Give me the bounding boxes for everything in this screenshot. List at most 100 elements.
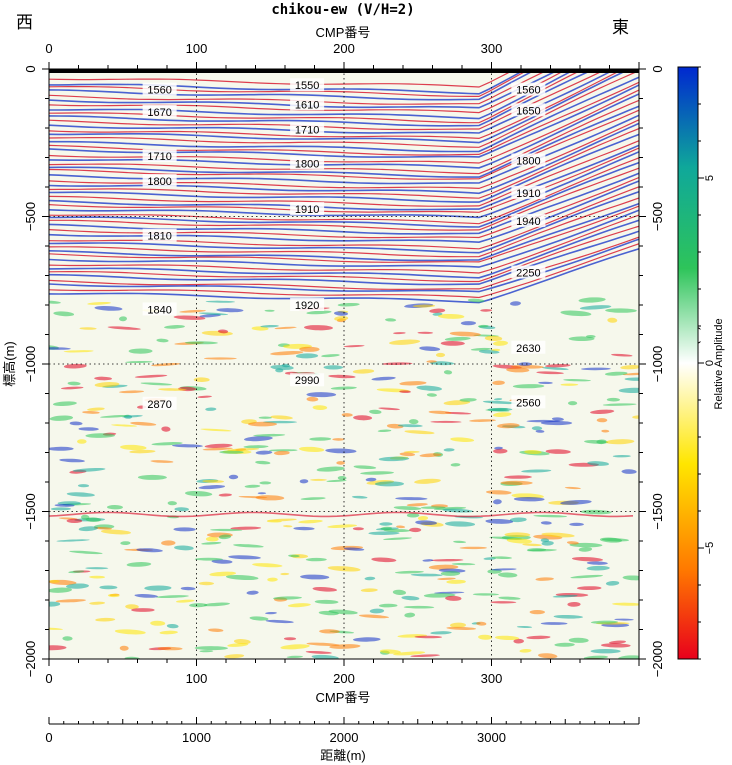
reflection-blob <box>536 371 564 375</box>
velocity-label: 2870 <box>147 399 171 411</box>
reflection-blob <box>325 448 357 454</box>
reflection-blob <box>365 477 377 482</box>
reflection-blob <box>551 417 564 421</box>
velocity-labels: 1560 1670 1710 1800 1810 1840 2870 1550 1610 1710… <box>142 78 546 411</box>
reflection-blob <box>280 572 290 576</box>
reflection-blob <box>540 622 568 625</box>
reflection-blob <box>614 618 634 621</box>
reflection-blob <box>255 460 271 465</box>
reflection-blob <box>199 650 214 653</box>
reflection-blob <box>580 509 612 515</box>
reflection-blob <box>233 639 251 645</box>
reflection-blob <box>259 481 272 485</box>
reflection-blob <box>490 568 517 571</box>
reflection-blob <box>63 350 94 353</box>
reflection-blob <box>249 616 269 621</box>
reflection-blob <box>545 449 571 454</box>
reflection-blob <box>360 588 378 593</box>
reflection-blob <box>358 614 390 619</box>
reflection-blob <box>506 538 533 544</box>
reflection-blob <box>460 321 476 326</box>
reflection-blob <box>393 506 422 511</box>
reflection-blob <box>300 574 330 580</box>
reflection-blob <box>490 601 517 604</box>
reflection-blob <box>385 318 397 322</box>
reflection-blob <box>120 541 131 546</box>
reflection-blob <box>393 651 426 656</box>
velocity-label-bg <box>142 104 177 118</box>
reflection-blob <box>440 571 461 576</box>
reflection-blob <box>596 418 608 423</box>
reflection-blob <box>416 385 442 391</box>
reflection-blob <box>69 550 103 555</box>
reflection-blob <box>305 650 332 654</box>
reflection-blob <box>480 309 492 312</box>
cmp-bottom-tick-label: 300 <box>481 671 503 686</box>
reflection-blob <box>353 465 377 470</box>
reflection-blob <box>144 585 172 591</box>
reflection-blob <box>451 562 476 566</box>
reflection-blob <box>140 382 173 386</box>
reflection-blob <box>198 581 214 586</box>
velocity-label-bg <box>142 228 177 242</box>
reflection-blob <box>446 626 477 630</box>
reflection-blob <box>482 400 517 405</box>
reflection-blob <box>569 522 584 527</box>
reflection-blob <box>578 297 606 303</box>
reflection-blob <box>69 421 83 426</box>
reflector-line <box>49 128 639 199</box>
reflection-blob <box>541 540 554 546</box>
reflection-blob <box>379 649 401 654</box>
reflection-blob <box>545 364 571 368</box>
velocity-label-bg <box>511 153 546 167</box>
reflection-blob <box>538 381 553 385</box>
reflection-blob <box>306 642 340 647</box>
distance-tick-label: 2000 <box>330 730 359 745</box>
reflection-blob <box>526 635 551 640</box>
velocity-label: 1710 <box>295 124 319 136</box>
reflector-line <box>49 205 639 263</box>
reflection-blob <box>409 527 422 533</box>
reflection-blob <box>120 444 147 451</box>
velocity-label-bg <box>511 213 546 227</box>
reflection-blob <box>208 628 224 632</box>
reflection-blob <box>535 577 554 581</box>
reflection-blob <box>419 453 442 458</box>
reflection-blob <box>176 599 195 603</box>
reflection-blob <box>125 360 153 364</box>
reflection-blob <box>445 595 462 601</box>
reflection-blob <box>119 645 129 651</box>
reflection-blob <box>298 519 323 524</box>
velocity-label: 1650 <box>516 105 540 117</box>
velocity-label-bg <box>142 149 177 163</box>
reflector-line <box>49 140 639 207</box>
reflection-blob <box>314 599 339 604</box>
reflection-blob <box>93 527 113 530</box>
reflection-blob <box>134 374 168 378</box>
reflection-blob <box>151 442 183 446</box>
reflection-blob <box>328 374 356 379</box>
reflection-blob <box>56 539 90 542</box>
reflection-blob <box>330 386 357 390</box>
reflection-blob <box>265 611 277 615</box>
reflection-blob <box>228 555 261 560</box>
velocity-label: 1710 <box>147 151 171 163</box>
reflection-blob <box>318 610 339 616</box>
reflection-blob <box>601 429 610 433</box>
reflection-blob <box>131 608 155 612</box>
reflection-blob <box>364 576 376 581</box>
cmp-bottom-tick-label: 200 <box>333 671 355 686</box>
reflection-blob <box>560 499 592 505</box>
reflection-blob <box>114 629 146 635</box>
reflection-blob <box>607 317 618 323</box>
reflection-blob <box>449 331 481 337</box>
reflection-blob <box>353 637 381 642</box>
reflection-blob <box>620 365 639 370</box>
reflection-blob <box>440 340 465 346</box>
reflection-blob <box>446 579 466 584</box>
reflection-blob <box>516 625 533 629</box>
velocity-label-bg <box>511 340 546 354</box>
reflection-blob <box>504 532 531 538</box>
reflection-blob <box>68 570 85 574</box>
reflection-blob <box>94 382 120 388</box>
